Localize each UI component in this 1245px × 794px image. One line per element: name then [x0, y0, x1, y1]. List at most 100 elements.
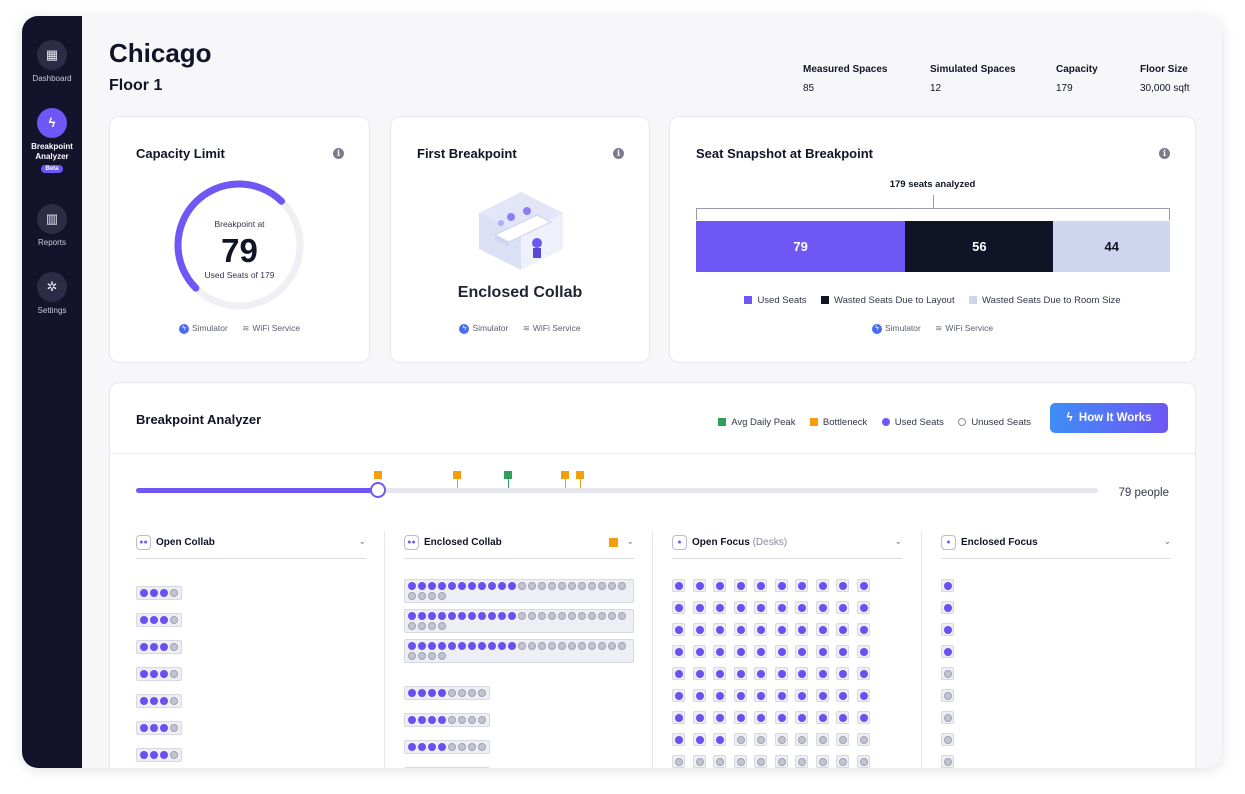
room-seat-row: [136, 667, 182, 681]
chevron-down-icon[interactable]: ⌄: [1163, 536, 1171, 546]
bottleneck-marker[interactable]: [561, 471, 569, 479]
column-open-collab[interactable]: ●● Open Collab ⌄: [136, 535, 366, 559]
desk-cell: [836, 579, 849, 592]
used-seat: [716, 648, 724, 656]
used-seat: [160, 643, 168, 651]
unused-seat: [675, 758, 683, 766]
used-seat: [839, 692, 847, 700]
desk-cell: [795, 601, 808, 614]
card-title: First Breakpoint: [417, 146, 517, 161]
used-seat: [408, 743, 416, 751]
unused-seat: [558, 582, 566, 590]
capacity-value: 79: [221, 232, 258, 269]
simulator-icon: ϟ: [459, 323, 470, 334]
stat-capacity: Capacity 179: [1056, 64, 1098, 94]
used-seat: [736, 670, 745, 678]
room-cell: [941, 667, 954, 680]
desk-cell: [856, 645, 870, 658]
column-enclosed-collab[interactable]: ●● Enclosed Collab ⌄: [404, 535, 634, 559]
wifi-label: WiFi Service: [945, 323, 994, 333]
used-seat: [818, 714, 827, 722]
used-seat: [418, 612, 426, 620]
used-seat: [757, 582, 765, 590]
sidebar-item-breakpoint-analyzer[interactable]: ϟ Breakpoint Analyzer Beta: [22, 108, 82, 173]
desk-cell: [836, 645, 849, 658]
used-seat: [818, 648, 827, 656]
unused-seat: [608, 612, 616, 620]
used-seat: [944, 604, 952, 612]
unused-seat: [418, 652, 426, 660]
column-open-focus[interactable]: ● Open Focus (Desks) ⌄: [672, 535, 902, 559]
marker-stem: [507, 479, 509, 488]
column-enclosed-focus[interactable]: ● Enclosed Focus ⌄: [941, 535, 1171, 559]
unused-seat: [598, 642, 606, 650]
used-seat: [408, 716, 416, 724]
unused-seat: [839, 758, 847, 766]
room-seat-row: [404, 686, 490, 700]
unused-seat: [757, 736, 765, 744]
desk-cell: [672, 689, 685, 702]
first-breakpoint-card: First Breakpoint i Enclosed Collab ϟ Simu…: [390, 116, 650, 363]
how-it-works-button[interactable]: ϟ How It Works: [1050, 403, 1168, 433]
slider-track[interactable]: [136, 488, 1098, 493]
used-seat: [160, 589, 168, 597]
desk-cell: [713, 623, 726, 636]
desk-cell: [836, 667, 849, 680]
used-seat: [798, 648, 806, 656]
used-seat: [438, 689, 446, 697]
desk-cell: [856, 689, 870, 702]
unused-seat: [598, 612, 606, 620]
desk-cell: [754, 601, 767, 614]
sidebar-item-reports[interactable]: ▥ Reports: [22, 204, 82, 248]
desk-cell: [672, 667, 685, 680]
used-seat: [675, 648, 683, 656]
chevron-down-icon[interactable]: ⌄: [358, 536, 366, 546]
unused-seat: [170, 697, 178, 705]
bottleneck-marker[interactable]: [374, 471, 382, 479]
desk-cell: [692, 711, 706, 724]
bottleneck-marker[interactable]: [576, 471, 584, 479]
wifi-icon: ≋: [522, 323, 530, 333]
legend-label: Used Seats: [894, 417, 944, 428]
desk-cell: [856, 667, 870, 680]
used-seat: [478, 642, 486, 650]
info-icon[interactable]: i: [613, 148, 624, 159]
unused-seat: [798, 736, 806, 744]
sidebar-item-dashboard[interactable]: ▦ Dashboard: [22, 40, 82, 84]
room-cell: [941, 601, 954, 614]
info-icon[interactable]: i: [1159, 148, 1170, 159]
desk-cell: [713, 689, 726, 702]
slider-fill: [136, 488, 379, 493]
avg-daily-peak-marker[interactable]: [504, 471, 512, 479]
used-seat: [716, 626, 724, 634]
used-seat: [488, 582, 496, 590]
chevron-down-icon[interactable]: ⌄: [626, 536, 634, 546]
chevron-down-icon[interactable]: ⌄: [894, 536, 902, 546]
used-seat: [508, 612, 516, 620]
unused-seat: [528, 612, 536, 620]
used-seat: [438, 642, 446, 650]
desk-cell: [815, 601, 829, 614]
dashboard-icon: ▦: [37, 40, 67, 70]
capacity-limit-card: Capacity Limit i Breakpoint at 79 Used S…: [109, 116, 370, 363]
unused-seat: [468, 743, 476, 751]
desk-cell: [672, 623, 685, 636]
column-title: Enclosed Collab: [424, 537, 502, 549]
slider-thumb[interactable]: [370, 482, 387, 498]
used-seat: [695, 604, 704, 612]
legend-label: Wasted Seats Due to Layout: [834, 295, 955, 306]
stat-floor-size: Floor Size 30,000 sqft: [1140, 64, 1189, 94]
used-seat: [428, 642, 436, 650]
panel-title: Breakpoint Analyzer: [136, 412, 262, 427]
unused-seat: [528, 582, 536, 590]
beta-badge: Beta: [41, 165, 63, 173]
desk-cell: [692, 667, 706, 680]
sidebar-item-settings[interactable]: ✲ Settings: [22, 272, 82, 316]
bottleneck-marker[interactable]: [453, 471, 461, 479]
people-slider[interactable]: [136, 471, 1098, 498]
used-seat: [818, 670, 827, 678]
enclosed-focus-seats: [941, 579, 962, 768]
unused-seat: [588, 612, 596, 620]
capacity-gauge: [174, 180, 304, 310]
info-icon[interactable]: i: [333, 148, 344, 159]
